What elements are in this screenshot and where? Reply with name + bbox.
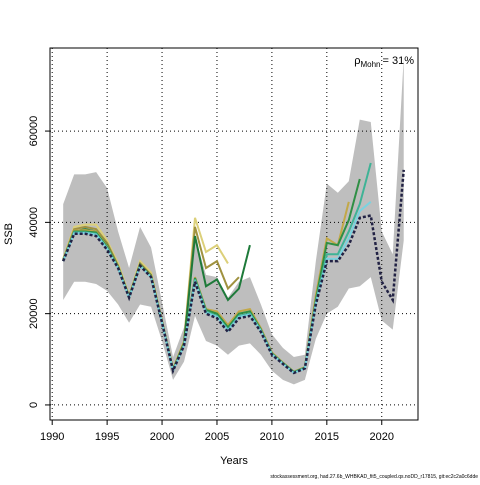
ssb-line xyxy=(62,217,229,372)
x-tick-label: 1995 xyxy=(95,431,119,443)
confidence-band xyxy=(63,58,404,385)
y-axis-label: SSB xyxy=(3,223,15,245)
mohn-rho: ρMohn = 31% xyxy=(354,55,414,69)
y-tick-label: 40000 xyxy=(28,207,40,238)
x-tick-label: 2015 xyxy=(315,431,339,443)
x-tick-label: 2005 xyxy=(205,431,229,443)
mohn-subscript: Mohn xyxy=(360,60,380,69)
x-tick-label: 1990 xyxy=(40,431,64,443)
ssb-line xyxy=(62,169,405,375)
y-tick-label: 60000 xyxy=(28,116,40,147)
ssb-line xyxy=(62,201,372,375)
x-tick-label: 2000 xyxy=(150,431,174,443)
x-axis-label: Years xyxy=(220,455,248,467)
mohn-symbol: ρ xyxy=(354,55,360,67)
y-tick-label: 0 xyxy=(28,402,40,408)
mohn-value: = 31% xyxy=(383,55,415,67)
x-tick-label: 2020 xyxy=(370,431,394,443)
y-tick-label: 20000 xyxy=(28,298,40,329)
footnote: stockassessment.org, had.27.6b_WHBKAD_fi… xyxy=(270,474,478,480)
x-tick-label: 2010 xyxy=(260,431,284,443)
plot-frame xyxy=(49,47,419,421)
